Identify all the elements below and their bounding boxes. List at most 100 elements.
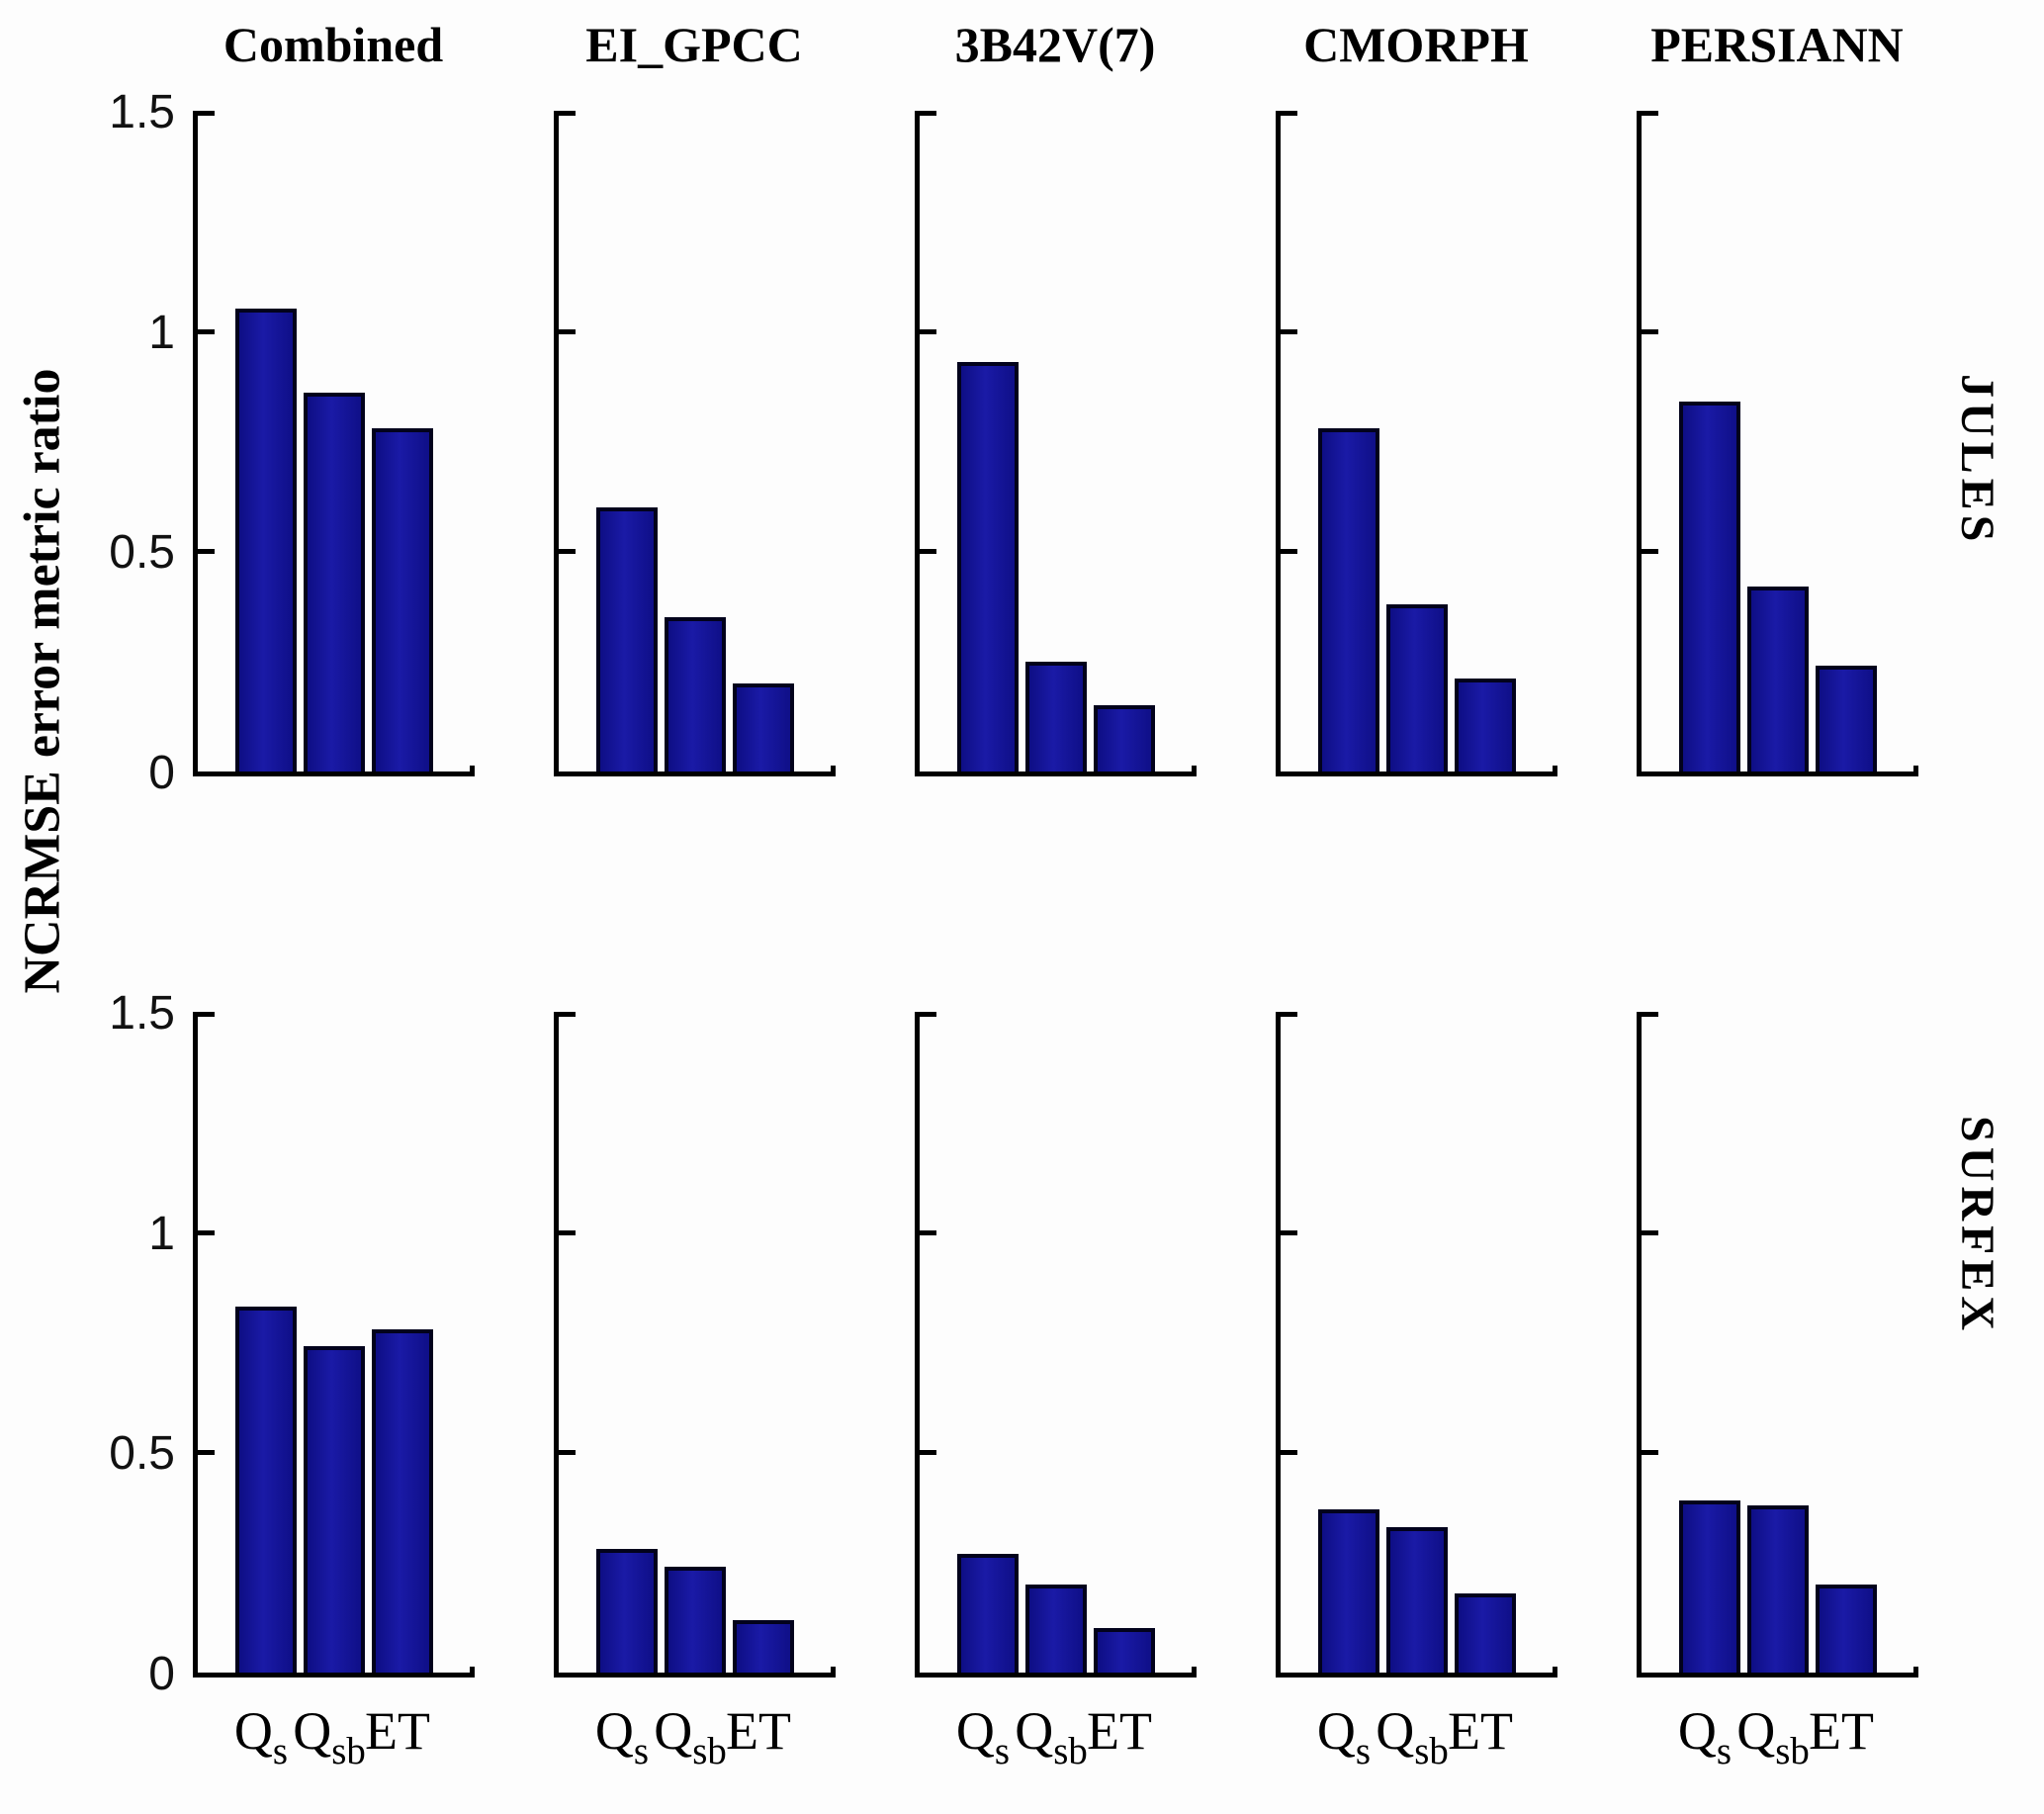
y-tick-label-1: 1 bbox=[148, 306, 175, 359]
x-axis-end-tick bbox=[1192, 1667, 1197, 1678]
x-tick-label-qsb: Qsb bbox=[654, 1701, 727, 1772]
y-axis-tick bbox=[1281, 328, 1297, 334]
bar-qs bbox=[1318, 428, 1379, 771]
y-axis-tick bbox=[920, 111, 936, 116]
subplot-surfex-3 bbox=[915, 1012, 1197, 1678]
y-axis-tick bbox=[198, 549, 215, 555]
x-tick-label-qs: Qs bbox=[1677, 1701, 1733, 1772]
bar-qsb bbox=[1386, 1527, 1448, 1673]
subplot-jules-4 bbox=[1276, 111, 1557, 776]
bar-et bbox=[1455, 1593, 1516, 1673]
bar-et bbox=[1816, 666, 1877, 771]
bar-qsb bbox=[665, 1567, 726, 1673]
x-tick-label-qs: Qs bbox=[594, 1701, 650, 1772]
y-tick-label-1_5: 1.5 bbox=[109, 987, 175, 1040]
subplot-surfex-1 bbox=[193, 1012, 475, 1678]
y-tick-label-0_5: 0.5 bbox=[109, 1427, 175, 1481]
y-axis-tick bbox=[1281, 549, 1297, 555]
subplot-jules-3 bbox=[915, 111, 1197, 776]
x-axis-end-tick bbox=[831, 766, 836, 776]
bar-qs bbox=[596, 507, 658, 771]
y-axis-tick bbox=[559, 111, 576, 116]
subplot-jules-5 bbox=[1637, 111, 1918, 776]
y-axis-tick bbox=[920, 1012, 936, 1017]
bar-et bbox=[1094, 705, 1155, 771]
x-axis-end-tick bbox=[1913, 1667, 1918, 1678]
x-tick-label-qs: Qs bbox=[233, 1701, 289, 1772]
bar-qs bbox=[1318, 1509, 1379, 1673]
y-axis-tick bbox=[1642, 328, 1658, 334]
bar-et bbox=[1455, 679, 1516, 771]
y-tick-label-0: 0 bbox=[148, 747, 175, 799]
y-axis-tick bbox=[920, 1229, 936, 1235]
y-tick-label-1: 1 bbox=[148, 1207, 175, 1260]
y-axis-tick bbox=[1642, 111, 1658, 116]
bar-et bbox=[1094, 1628, 1155, 1673]
bar-et bbox=[733, 1620, 794, 1673]
bar-et bbox=[1816, 1585, 1877, 1673]
x-tick-label-qsb: Qsb bbox=[293, 1701, 366, 1772]
y-axis-tick bbox=[920, 328, 936, 334]
y-axis-tick bbox=[920, 549, 936, 555]
bar-qs bbox=[957, 362, 1019, 771]
y-tick-label-0_5: 0.5 bbox=[109, 526, 175, 580]
x-tick-label-qs: Qs bbox=[1316, 1701, 1372, 1772]
y-axis-tick bbox=[198, 1450, 215, 1456]
x-tick-label-et: ET bbox=[1809, 1701, 1874, 1761]
x-axis-end-tick bbox=[470, 766, 475, 776]
bar-qsb bbox=[1386, 604, 1448, 771]
y-axis-tick bbox=[559, 1450, 576, 1456]
y-axis-tick bbox=[1642, 549, 1658, 555]
bar-qs bbox=[235, 309, 297, 771]
y-axis-tick bbox=[1642, 1450, 1658, 1456]
y-axis-tick bbox=[920, 1450, 936, 1456]
y-axis-tick bbox=[559, 1012, 576, 1017]
bar-qsb bbox=[1025, 1585, 1087, 1673]
subplot-title: 3B42V(7) bbox=[954, 17, 1156, 72]
bar-et bbox=[372, 1329, 433, 1673]
bar-qs bbox=[1679, 1500, 1740, 1673]
x-tick-label-qsb: Qsb bbox=[1736, 1701, 1810, 1772]
y-axis-tick bbox=[559, 328, 576, 334]
y-axis-tick bbox=[198, 1012, 215, 1017]
x-tick-label-qsb: Qsb bbox=[1376, 1701, 1449, 1772]
subplot-surfex-5 bbox=[1637, 1012, 1918, 1678]
bar-qs bbox=[957, 1554, 1019, 1673]
bar-qsb bbox=[304, 393, 365, 771]
bar-qsb bbox=[304, 1346, 365, 1673]
subplot-title: CMORPH bbox=[1303, 17, 1529, 72]
bar-qsb bbox=[1747, 587, 1809, 771]
subplot-surfex-4 bbox=[1276, 1012, 1557, 1678]
bar-qs bbox=[235, 1307, 297, 1673]
y-axis-tick bbox=[1281, 1012, 1297, 1017]
x-axis-end-tick bbox=[470, 1667, 475, 1678]
y-axis-tick bbox=[1281, 111, 1297, 116]
x-axis-end-tick bbox=[1192, 766, 1197, 776]
subplot-jules-1 bbox=[193, 111, 475, 776]
x-tick-label-et: ET bbox=[726, 1701, 791, 1761]
y-axis-tick bbox=[1642, 1229, 1658, 1235]
x-axis-end-tick bbox=[831, 1667, 836, 1678]
subplot-title: PERSIANN bbox=[1650, 17, 1904, 72]
bar-qs bbox=[1679, 402, 1740, 771]
subplot-title: Combined bbox=[222, 17, 444, 72]
x-axis-end-tick bbox=[1913, 766, 1918, 776]
y-axis-tick bbox=[1642, 1012, 1658, 1017]
subplot-title: EI_GPCC bbox=[585, 17, 803, 72]
subplot-surfex-2 bbox=[554, 1012, 836, 1678]
row-label-surfex: SURFEX bbox=[1951, 1116, 2003, 1336]
x-tick-label-qsb: Qsb bbox=[1015, 1701, 1088, 1772]
subplot-jules-2 bbox=[554, 111, 836, 776]
y-axis-tick bbox=[198, 111, 215, 116]
y-axis-tick bbox=[559, 549, 576, 555]
bar-qs bbox=[596, 1549, 658, 1673]
bar-qsb bbox=[1025, 662, 1087, 771]
bar-qsb bbox=[665, 617, 726, 771]
x-axis-end-tick bbox=[1553, 766, 1557, 776]
y-axis-tick bbox=[198, 1229, 215, 1235]
y-tick-label-1_5: 1.5 bbox=[109, 86, 175, 138]
x-tick-label-et: ET bbox=[1087, 1701, 1152, 1761]
x-tick-label-qs: Qs bbox=[955, 1701, 1011, 1772]
x-axis-end-tick bbox=[1553, 1667, 1557, 1678]
